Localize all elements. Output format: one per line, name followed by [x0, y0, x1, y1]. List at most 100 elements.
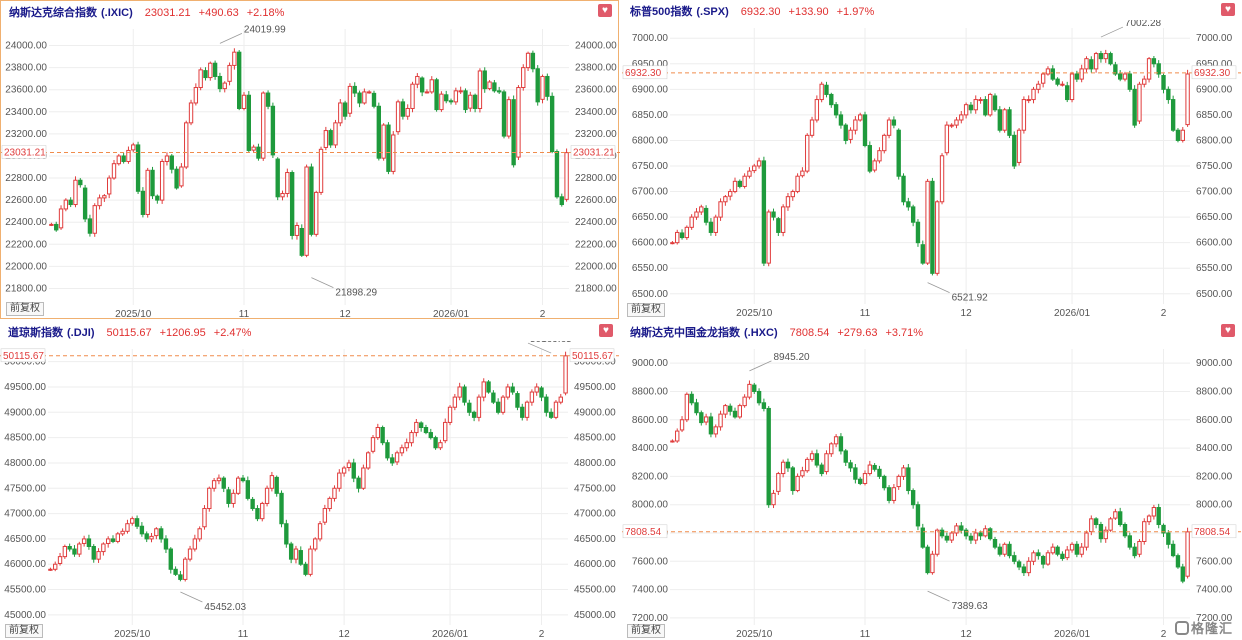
candle-body	[935, 529, 940, 555]
candle-body	[1055, 546, 1060, 555]
candle-body	[684, 393, 690, 421]
candle-body	[1002, 109, 1007, 131]
candle-body	[256, 146, 261, 159]
candle-body	[394, 452, 400, 463]
high-annotation: 50169.65	[530, 341, 572, 345]
candle-body	[1156, 63, 1161, 75]
candle-body	[352, 85, 357, 94]
index-change-pct: +1.97%	[836, 6, 875, 18]
candle-body	[732, 180, 738, 193]
candle-body	[173, 568, 178, 575]
current-price-tag-left: 7808.54	[625, 527, 662, 538]
candle-body	[805, 458, 810, 472]
candle-body	[1084, 532, 1089, 548]
chart-panel-dji[interactable]: 道琼斯指数 (.DJI) 50115.67 +1206.95 +2.47% ♥ 5000…	[0, 321, 619, 640]
index-change-pct: +2.18%	[246, 7, 285, 19]
candle-body	[1151, 58, 1157, 65]
candle-body	[212, 62, 218, 77]
candle-body	[988, 93, 993, 116]
candle-body	[341, 467, 347, 474]
candle-body	[183, 558, 188, 580]
candle-body	[525, 52, 531, 69]
candlestick-chart[interactable]: 7000.00 7000.00 6950.00 6950.00 6900.00 6900.…	[622, 20, 1241, 319]
panel-header: 道琼斯指数 (.DJI) 50115.67 +1206.95 +2.47%	[8, 324, 251, 340]
price-adjust-button[interactable]: 前复权	[627, 624, 665, 638]
favorite-heart-icon[interactable]: ♥	[598, 4, 612, 17]
candle-body	[1055, 78, 1060, 85]
candle-body	[521, 67, 526, 89]
y-tick-label-right: 6850.00	[1196, 110, 1233, 121]
candle-body	[62, 546, 68, 558]
current-price-tag-left: 6932.30	[625, 68, 662, 79]
candle-body	[723, 405, 728, 415]
y-tick-label-right: 8000.00	[1196, 500, 1233, 511]
candle-body	[829, 443, 834, 455]
candle-body	[558, 396, 563, 403]
candle-body	[1161, 524, 1166, 534]
candle-body	[944, 124, 950, 154]
y-tick-label-left: 6500.00	[632, 289, 669, 300]
x-tick-label: 11	[239, 309, 250, 320]
y-tick-label-left: 21800.00	[5, 283, 47, 294]
y-tick-label-right: 45500.00	[574, 585, 616, 596]
candle-body	[554, 151, 560, 198]
current-price-tag-right-box	[1191, 65, 1237, 80]
candle-body	[313, 538, 318, 550]
candle-body	[1065, 85, 1070, 101]
candle-body	[158, 528, 164, 540]
candlestick-chart[interactable]: 50000.00 50000.00 49500.00 49500.00 49000.00…	[0, 341, 619, 640]
candle-body	[501, 91, 507, 137]
price-adjust-button[interactable]: 前复权	[6, 302, 44, 316]
favorite-heart-icon[interactable]: ♥	[599, 324, 613, 337]
candle-body	[255, 508, 260, 520]
chart-panel-spx[interactable]: 标普500指数 (.SPX) 6932.30 +133.90 +1.97% ♥ 7000…	[622, 0, 1241, 319]
candle-body	[202, 508, 207, 528]
candle-body	[1146, 58, 1152, 80]
candle-body	[848, 462, 853, 469]
candle-body	[549, 95, 555, 153]
candle-body	[236, 477, 241, 494]
candle-body	[563, 355, 568, 394]
candle-body	[1012, 555, 1017, 562]
candle-body	[699, 412, 704, 424]
y-tick-label-left: 23200.00	[5, 129, 47, 140]
candle-body	[1170, 543, 1176, 557]
candle-body	[1026, 560, 1031, 574]
candle-body	[178, 574, 183, 580]
low-annotation: 7389.63	[952, 601, 989, 612]
candle-body	[853, 467, 858, 480]
candle-body	[1074, 543, 1080, 555]
x-tick-label: 2	[539, 629, 545, 640]
candle-body	[260, 502, 265, 520]
candle-body	[197, 528, 202, 540]
price-adjust-button[interactable]: 前复权	[5, 624, 43, 638]
candle-body	[1069, 543, 1075, 551]
y-tick-label-right: 46000.00	[574, 559, 616, 570]
chart-panel-hxc[interactable]: 纳斯达克中国金龙指数 (.HXC) 7808.54 +279.63 +3.71% ♥ 9…	[622, 321, 1241, 640]
price-adjust-button[interactable]: 前复权	[627, 303, 665, 317]
candle-body	[776, 218, 781, 233]
candle-body	[1170, 99, 1176, 131]
candlestick-chart[interactable]: 24000.00 24000.00 23800.00 23800.00 23600.00…	[1, 21, 620, 320]
candle-body	[323, 130, 329, 148]
candle-body	[1089, 518, 1094, 533]
candle-body	[867, 145, 872, 172]
candle-body	[385, 442, 390, 459]
favorite-heart-icon[interactable]: ♥	[1221, 3, 1235, 16]
candle-body	[1040, 555, 1046, 565]
candle-body	[809, 119, 815, 136]
candle-body	[293, 548, 299, 560]
candle-body	[973, 532, 978, 541]
candle-body	[164, 155, 170, 162]
chart-panel-ixic[interactable]: 纳斯达克综合指数 (.IXIC) 23031.21 +490.63 +2.18% ♥ 2…	[0, 0, 620, 320]
candle-body	[110, 538, 116, 542]
y-tick-label-left: 6800.00	[632, 135, 669, 146]
candle-body	[670, 440, 675, 443]
candle-body	[101, 543, 106, 553]
candle-body	[515, 393, 520, 408]
candle-body	[139, 525, 145, 535]
candle-body	[391, 134, 396, 172]
favorite-heart-icon[interactable]: ♥	[1221, 324, 1235, 337]
candle-body	[1108, 518, 1113, 531]
candlestick-chart[interactable]: 9000.00 9000.00 8800.00 8800.00 8600.00 8600.…	[622, 341, 1241, 640]
